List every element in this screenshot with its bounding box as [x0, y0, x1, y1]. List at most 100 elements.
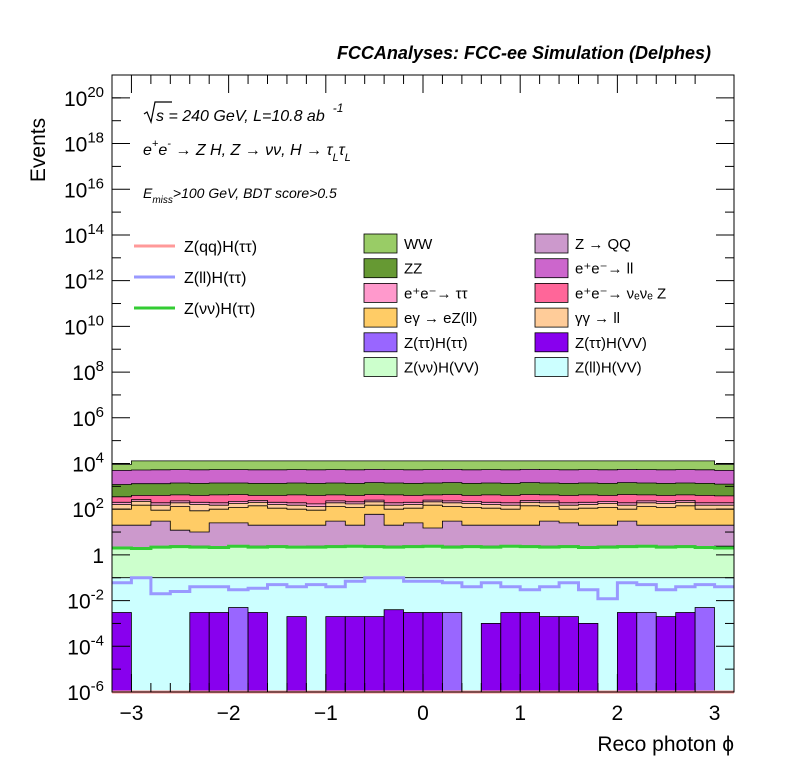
x-axis-label: Reco photon ϕ: [597, 733, 734, 756]
legend-fill-swatch: [363, 332, 398, 353]
sqrt-sign-icon: [143, 101, 172, 125]
legend-label: Z(ττ)H(ττ): [404, 335, 468, 352]
x-tick-label: −1: [314, 702, 338, 725]
y-tick-label: 106: [72, 404, 104, 431]
bar-tautau-vv: [675, 612, 696, 693]
bar-tautau-vv: [500, 612, 521, 693]
bar-tautau-vv: [578, 623, 599, 693]
x-ticks: −3 −2 −1 0 1 2 3: [119, 75, 720, 725]
y-ticks: 1020 1018 1016 1014 1012 1010 108 106 104 102 1 10-…: [64, 74, 734, 705]
bar-tautau-vv: [364, 616, 385, 693]
legend-label: WW: [404, 236, 433, 253]
annotation-energy-text: = 240 GeV, L=10.8 ab: [164, 108, 325, 125]
y-tick-label: 1018: [64, 130, 104, 157]
legend-label: e⁺e⁻→ ll: [575, 261, 633, 278]
annotation-process-sub2: L: [345, 152, 351, 164]
annotation-cuts-text: >100 GeV, BDT score>0.5: [173, 185, 337, 201]
legend-label: Z → QQ: [575, 236, 631, 253]
legend-label: e⁺e⁻→ νₑνₑ Z: [575, 285, 666, 302]
legend-label: e⁺e⁻→ ττ: [404, 285, 468, 302]
annotation-process: e+e- → Z H, Z → νν, H → τLτL: [143, 138, 351, 164]
bar-tautau-vv: [111, 612, 132, 693]
annotation-cuts-sub: miss: [152, 195, 173, 206]
annotation-process-e2: e: [158, 142, 167, 159]
annotation-process-tau2: τ: [339, 142, 346, 159]
bar-tautau-vv: [344, 616, 366, 693]
legend-fill-swatch: [534, 357, 569, 377]
y-axis-label: Events: [27, 118, 50, 182]
legend-label: Z(νν)H(VV): [404, 360, 479, 377]
legend-label: eγ → eZ(ll): [404, 310, 477, 327]
x-tick-label: 2: [612, 702, 624, 725]
bar-tautau-vv: [519, 612, 541, 693]
bar-tautau-vv: [286, 616, 307, 693]
bar-tautau-vv: [558, 616, 579, 693]
legend-label: Z(ll)H(ττ): [184, 270, 246, 287]
bar-tautau-tautau: [636, 612, 657, 693]
bar-tautau-vv: [189, 612, 210, 693]
legend-fill-swatch: [363, 258, 398, 279]
y-tick-label: 10-4: [67, 632, 104, 659]
bar-tautau-tautau: [441, 612, 463, 693]
y-tick-label: 10-2: [67, 587, 104, 614]
y-tick-label: 1010: [64, 312, 104, 339]
bar-tautau-vv: [208, 612, 229, 693]
annotation-energy: s = 240 GeV, L=10.8 ab -1: [143, 101, 343, 125]
legend-fill-swatch: [363, 357, 398, 377]
x-tick-label: 0: [417, 702, 429, 725]
legend-fill-swatch: [363, 307, 398, 328]
legend-label: ZZ: [404, 261, 422, 278]
legend-fill-swatch: [534, 282, 569, 303]
legend-fill-swatch: [363, 282, 398, 303]
y-tick-label: 108: [72, 358, 104, 385]
y-tick-label: 1016: [64, 175, 104, 202]
signal-line: [112, 576, 734, 601]
legend: Z(qq)H(ττ) Z(ll)H(ττ) Z(νν)H(ττ) WW ZZ e⁺e⁻→ …: [134, 233, 666, 377]
y-tick-label: 102: [72, 495, 104, 522]
bar-tautau-vv: [539, 616, 560, 693]
annotation-process-minus: -: [167, 138, 171, 150]
annotation-process-e1: e: [143, 142, 152, 159]
y-tick-label: 104: [72, 449, 104, 476]
bar-tautau-tautau: [228, 607, 249, 693]
legend-fill-swatch: [534, 307, 569, 328]
y-tick-label: 1012: [64, 267, 104, 294]
x-tick-label: −2: [217, 702, 241, 725]
bar-tautau-vv: [480, 623, 502, 693]
legend-fill-swatch: [534, 258, 569, 279]
y-tick-label: 1020: [64, 84, 104, 111]
annotation-cuts: Emiss>100 GeV, BDT score>0.5: [143, 185, 337, 206]
annotation-cuts-e: E: [143, 185, 153, 201]
bar-tautau-vv: [422, 612, 443, 693]
legend-label: Z(ll)H(VV): [575, 360, 642, 377]
legend-label: γγ → ll: [575, 310, 620, 327]
legend-label: Z(νν)H(ττ): [184, 301, 255, 318]
legend-fill-swatch: [534, 233, 569, 254]
legend-fill-swatch: [534, 332, 569, 353]
bar-tautau-vv: [247, 612, 268, 693]
legend-label: Z(ττ)H(VV): [575, 335, 647, 352]
chart-title: FCCAnalyses: FCC-ee Simulation (Delphes): [337, 43, 711, 63]
bar-tautau-vv: [403, 612, 424, 693]
x-tick-label: 1: [514, 702, 526, 725]
x-tick-label: 3: [709, 702, 721, 725]
y-tick-label: 10-6: [67, 678, 104, 705]
annotation-process-plus: +: [152, 138, 159, 150]
svg-text:s = 240 GeV, L=10.8 ab-1: s = 240 GeV, L=10.8 ab -1: [156, 101, 343, 125]
bar-tautau-tautau: [694, 607, 715, 693]
bar-tautau-vv: [325, 616, 346, 693]
stack-fills: [111, 460, 735, 693]
annotation-process-main: → Z H, Z → νν, H → τ: [171, 142, 334, 159]
annotation-lumi-exponent: -1: [333, 101, 344, 115]
signal-line: [112, 544, 734, 550]
y-tick-label: 1014: [64, 221, 104, 248]
bar-tautau-vv: [617, 612, 638, 693]
annotation-process-sub1: L: [332, 152, 338, 164]
bar-tautau-vv: [383, 609, 404, 693]
x-tick-label: −3: [119, 702, 143, 725]
y-tick-label: 1: [92, 545, 104, 568]
legend-label: Z(qq)H(ττ): [184, 239, 257, 256]
legend-fill-swatch: [363, 233, 398, 254]
annotation-sqrt-s: s: [156, 108, 164, 125]
